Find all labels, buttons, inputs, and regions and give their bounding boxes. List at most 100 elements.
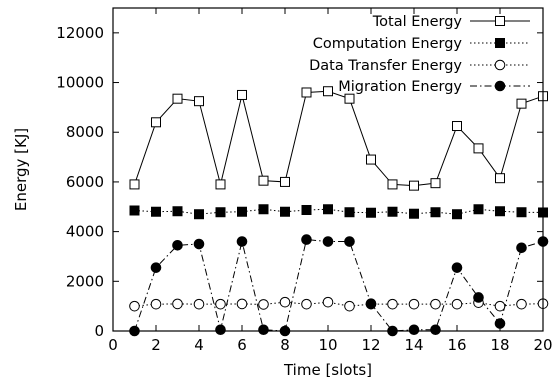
point-total-energy: [387, 179, 398, 190]
point-total-energy: [344, 93, 355, 104]
point-total-energy: [172, 93, 183, 104]
point-migration-energy: [473, 292, 484, 303]
point-data-transfer-energy: [387, 298, 398, 310]
point-migration-energy: [236, 236, 248, 247]
legend-marker: [495, 16, 505, 26]
x-tick-label: 20: [533, 336, 552, 354]
point-computation-energy: [366, 207, 376, 218]
point-computation-energy: [258, 204, 269, 215]
legend-label: Data Transfer Energy: [309, 58, 462, 74]
point-total-energy: [366, 154, 376, 165]
point-computation-energy: [387, 206, 398, 217]
point-total-energy: [280, 176, 290, 187]
point-computation-energy: [129, 205, 140, 216]
point-computation-energy: [473, 204, 484, 215]
legend-entry-total-energy: Total Energy: [372, 14, 530, 30]
x-tick-label: 18: [490, 336, 509, 354]
point-total-energy: [151, 117, 161, 128]
y-tick-label: 8000: [66, 123, 104, 141]
x-tick-label: 16: [447, 336, 466, 354]
y-axis-title: Energy [KJ]: [12, 128, 30, 211]
point-migration-energy: [451, 262, 463, 273]
legend-marker: [495, 38, 505, 48]
point-computation-energy: [409, 208, 419, 219]
point-total-energy: [495, 173, 505, 184]
point-data-transfer-energy: [344, 300, 355, 312]
point-data-transfer-energy: [236, 298, 248, 310]
point-total-energy: [452, 121, 462, 132]
legend-marker: [494, 59, 506, 71]
point-migration-energy: [258, 324, 269, 336]
x-tick-label: 2: [151, 336, 161, 354]
point-migration-energy: [430, 324, 441, 336]
point-migration-energy: [172, 239, 183, 251]
x-tick-label: 8: [280, 336, 290, 354]
point-total-energy: [129, 179, 140, 190]
point-migration-energy: [322, 236, 334, 247]
point-data-transfer-energy: [279, 296, 291, 308]
point-computation-energy: [495, 206, 505, 217]
y-tick-label: 6000: [66, 173, 104, 191]
point-total-energy: [430, 178, 441, 189]
point-computation-energy: [516, 207, 527, 218]
point-data-transfer-energy: [451, 298, 463, 310]
legend-entry-data-transfer-energy: Data Transfer Energy: [309, 58, 530, 74]
y-tick-label: 12000: [56, 24, 104, 42]
point-data-transfer-energy: [129, 300, 140, 312]
point-total-energy: [215, 179, 226, 190]
legend-label: Computation Energy: [313, 36, 463, 52]
point-total-energy: [237, 89, 247, 100]
point-data-transfer-energy: [172, 298, 183, 310]
x-tick-label: 10: [318, 336, 337, 354]
point-data-transfer-energy: [516, 298, 527, 310]
legend-label: Total Energy: [372, 14, 463, 30]
point-total-energy: [258, 175, 269, 186]
point-computation-energy: [430, 207, 441, 218]
x-tick-label: 12: [361, 336, 380, 354]
point-total-energy: [473, 143, 484, 154]
point-migration-energy: [344, 236, 355, 247]
point-data-transfer-energy: [494, 300, 506, 312]
point-total-energy: [323, 86, 333, 97]
point-data-transfer-energy: [215, 298, 226, 310]
point-data-transfer-energy: [301, 298, 312, 310]
point-computation-energy: [172, 206, 183, 217]
point-migration-energy: [516, 242, 527, 254]
series-line-migration-energy: [134, 239, 544, 332]
y-tick-label: 10000: [56, 74, 104, 92]
legend: Total Energy Computation Energy Data Trans…: [309, 14, 530, 95]
point-computation-energy: [323, 204, 333, 215]
point-computation-energy: [194, 209, 204, 220]
point-total-energy: [194, 96, 204, 107]
point-total-energy: [516, 98, 527, 109]
legend-entry-computation-energy: Computation Energy: [313, 36, 530, 52]
x-axis-title: Time [slots]: [283, 361, 372, 379]
point-data-transfer-energy: [322, 296, 334, 308]
series-markers: [129, 86, 549, 337]
tick-labels: 0 2 4 6 8 10 12 14 16 18 20 0 2000 4000 6000 8000 10000 1…: [56, 24, 552, 354]
point-data-transfer-energy: [193, 298, 205, 310]
y-tick-label: 4000: [66, 223, 104, 241]
point-computation-energy: [452, 209, 462, 220]
point-data-transfer-energy: [258, 299, 269, 310]
point-data-transfer-energy: [408, 298, 420, 310]
x-tick-label: 6: [237, 336, 247, 354]
point-migration-energy: [215, 324, 226, 336]
plot-frame: [112, 7, 544, 332]
y-tick-label: 0: [94, 322, 104, 340]
legend-entry-migration-energy: Migration Energy: [338, 79, 530, 95]
point-data-transfer-energy: [150, 298, 162, 310]
point-total-energy: [409, 180, 419, 191]
point-computation-energy: [237, 206, 247, 217]
x-tick-label: 14: [404, 336, 423, 354]
y-tick-label: 2000: [66, 272, 104, 290]
point-migration-energy: [301, 234, 312, 245]
point-computation-energy: [215, 207, 226, 218]
point-total-energy: [301, 87, 312, 98]
point-computation-energy: [280, 206, 290, 217]
point-data-transfer-energy: [430, 298, 441, 310]
axis-ticks: [112, 8, 544, 332]
legend-marker: [494, 80, 506, 92]
legend-label: Migration Energy: [338, 79, 462, 95]
